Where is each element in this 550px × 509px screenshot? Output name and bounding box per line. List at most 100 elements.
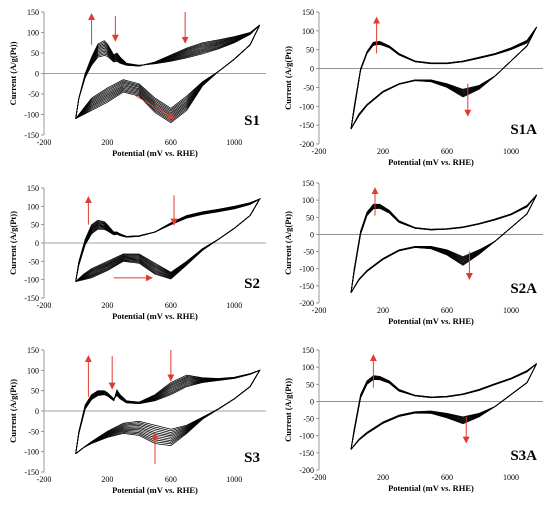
cv-cycle-line	[75, 369, 261, 454]
x-axis-title: Potential (mV vs. RHE)	[388, 157, 474, 167]
y-axis-title: Current (A/g(Pt))	[8, 211, 18, 275]
x-tick-label: 1000	[503, 306, 519, 315]
cv-cycle-line	[75, 198, 261, 282]
cv-cycle-line	[75, 369, 261, 454]
y-tick-label: 150	[302, 179, 314, 188]
y-tick-label: -100	[24, 111, 39, 120]
cv-cycle-line	[350, 194, 537, 293]
x-tick-label: 600	[441, 306, 453, 315]
x-tick-label: -200	[312, 147, 327, 156]
y-tick-label: 50	[306, 380, 314, 389]
cv-cycle-line	[75, 369, 261, 454]
y-tick-label: -150	[24, 468, 39, 477]
y-tick-label: -200	[299, 466, 314, 475]
y-axis-title: Current (A/g(Pt))	[283, 211, 293, 275]
y-tick-label: 50	[31, 49, 39, 58]
x-tick-label: 200	[377, 147, 389, 156]
cv-cycle-line	[350, 194, 537, 293]
cv-cycle-line	[75, 369, 261, 454]
cv-cycle-line	[350, 194, 537, 293]
cv-cycle-line	[75, 369, 261, 454]
cv-cycle-line	[75, 24, 261, 119]
cv-cycle-line	[75, 24, 261, 119]
panel-s2a: -200 -150 -100 -50 0 50 100 150 -200 200 600 1000 Po…	[283, 179, 543, 326]
x-tick-label: 600	[441, 473, 453, 482]
panel-s2: -150 -100 -50 0 50 100 150 -200 200 600 1000 Potent…	[8, 184, 266, 321]
cv-cycle-line	[350, 194, 537, 293]
y-tick-label: 100	[27, 202, 39, 211]
y-tick-label: -150	[24, 294, 39, 303]
y-tick-label: 150	[302, 8, 314, 17]
x-axis-title: Potential (mV vs. RHE)	[112, 148, 198, 158]
y-tick-label: -50	[303, 248, 314, 257]
y-tick-label: -100	[24, 276, 39, 285]
x-tick-label: 1000	[226, 138, 242, 147]
cv-cycle-line	[350, 26, 537, 130]
cv-cycle-line	[75, 24, 261, 119]
y-tick-label: -50	[303, 415, 314, 424]
y-tick-label: 0	[310, 230, 314, 239]
cv-cycle-line	[350, 194, 537, 293]
y-tick-label: -200	[299, 299, 314, 308]
cv-cycle-line	[350, 194, 537, 293]
y-tick-label: 0	[35, 407, 39, 416]
y-tick-label: -100	[299, 432, 314, 441]
y-axis-title: Current (A/g(Pt))	[8, 379, 18, 443]
y-tick-label: 0	[310, 397, 314, 406]
y-tick-label: 150	[302, 346, 314, 355]
y-tick-label: -150	[24, 131, 39, 140]
panel-label: S2A	[510, 281, 537, 297]
y-tick-label: 50	[31, 387, 39, 396]
y-tick-label: -150	[299, 282, 314, 291]
cv-cycle-line	[75, 369, 261, 454]
panel-label: S2	[244, 276, 260, 292]
cv-cycle-line	[75, 369, 261, 454]
y-tick-label: 100	[302, 196, 314, 205]
y-tick-label: -50	[303, 83, 314, 92]
y-tick-label: 0	[35, 70, 39, 79]
y-axis-title: Current (A/g(Pt))	[8, 41, 18, 105]
x-tick-label: 600	[165, 301, 177, 310]
y-tick-label: 50	[31, 221, 39, 230]
y-tick-label: 0	[35, 239, 39, 248]
panel-s3a: -200 -150 -100 -50 0 50 100 150 -200 200 600 1000 Po…	[283, 346, 543, 493]
x-axis-title: Potential (mV vs. RHE)	[112, 311, 198, 321]
cv-cycles	[75, 24, 261, 124]
cv-cycle-line	[350, 194, 537, 293]
cv-cycle-line	[75, 24, 261, 119]
x-axis-title: Potential (mV vs. RHE)	[388, 483, 474, 493]
cv-cycle-line	[75, 24, 261, 119]
cv-cycle-line	[75, 369, 261, 454]
cv-cycles	[350, 363, 537, 450]
x-tick-label: -200	[312, 473, 327, 482]
y-tick-label: 0	[310, 65, 314, 74]
panel-s1a: -200 -150 -100 -50 0 50 100 150 -200 200 600 1000 Po…	[283, 8, 543, 167]
x-tick-label: -200	[37, 475, 52, 484]
x-tick-label: 200	[377, 473, 389, 482]
y-tick-label: 50	[306, 46, 314, 55]
cv-cycle-line	[75, 369, 261, 454]
y-tick-label: 100	[302, 363, 314, 372]
y-tick-label: 50	[306, 213, 314, 222]
x-axis-title: Potential (mV vs. RHE)	[112, 485, 198, 495]
y-tick-label: -100	[299, 265, 314, 274]
x-tick-label: 600	[165, 138, 177, 147]
cv-cycle-line	[350, 363, 537, 450]
x-tick-label: 1000	[503, 473, 519, 482]
y-tick-label: 100	[27, 366, 39, 375]
panel-label: S3	[244, 450, 260, 466]
cv-cycle-line	[75, 24, 261, 119]
y-tick-label: 150	[27, 346, 39, 355]
cv-cycle-line	[350, 194, 537, 293]
y-tick-label: 100	[302, 27, 314, 36]
panel-label: S1	[244, 113, 260, 129]
y-tick-label: 150	[27, 184, 39, 193]
cv-cycle-line	[350, 26, 537, 130]
cv-cycles	[350, 26, 537, 130]
y-tick-label: -100	[299, 102, 314, 111]
cv-cycle-line	[75, 24, 261, 119]
cv-cycle-line	[75, 24, 261, 121]
panel-s1: -150 -100 -50 0 50 100 150 -200 200 600 1000 Potent…	[8, 8, 266, 158]
cv-cycles	[350, 194, 537, 293]
